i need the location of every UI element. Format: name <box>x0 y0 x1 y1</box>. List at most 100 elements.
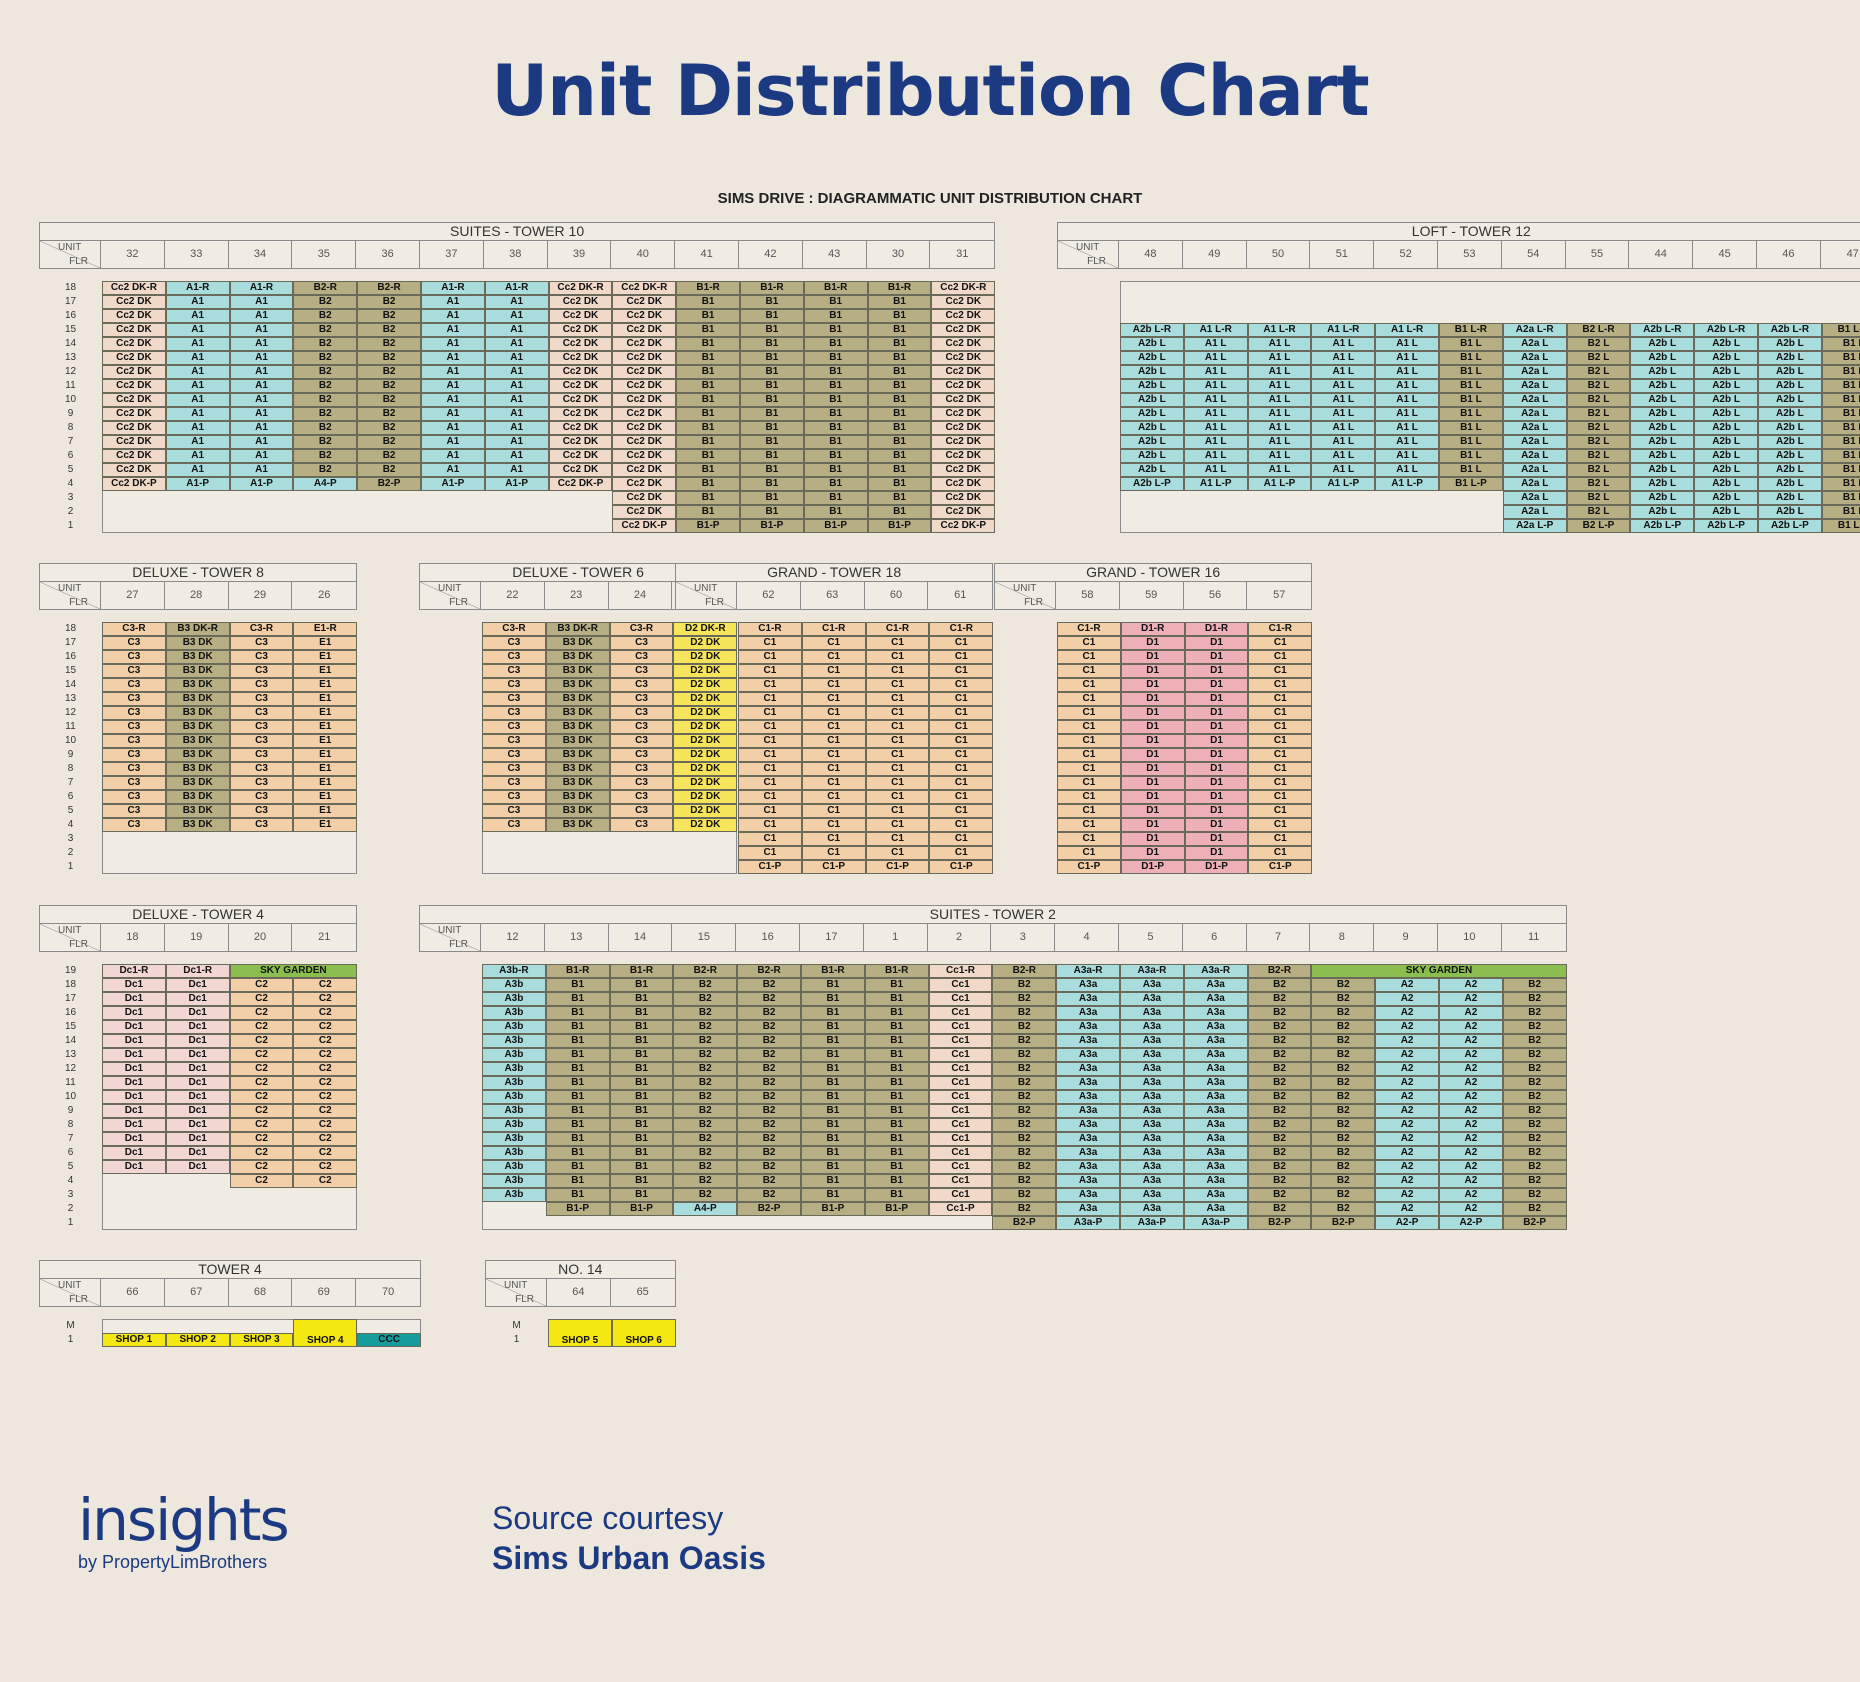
unit-cell: B1 <box>609 1146 674 1160</box>
floor-number: 10 <box>64 735 77 746</box>
unit-number: 58 <box>1056 582 1120 609</box>
unit-cell: A2b L-R <box>1694 323 1758 337</box>
tower-name: NO. 14 <box>485 1260 676 1278</box>
unit-cell: B2 <box>1502 1174 1567 1188</box>
unit-cell: C1 <box>865 692 930 706</box>
unit-cell: B1 <box>864 1020 929 1034</box>
unit-cell: D1 <box>1120 762 1185 776</box>
unit-cell: B2 <box>1502 1020 1567 1034</box>
unit-number: 55 <box>1566 241 1630 268</box>
unit-cell: A2b L <box>1630 393 1695 407</box>
unit-cell: C1 <box>1248 636 1313 650</box>
unit-cell: D1 <box>1184 650 1249 664</box>
unit-cell: B1 <box>609 992 674 1006</box>
unit-cell: Cc2 DK <box>548 379 613 393</box>
unit-cell: C1 <box>801 720 866 734</box>
floor-label: FLR <box>69 939 88 950</box>
unit-cell: C3 <box>609 818 674 832</box>
unit-cell: B1 <box>676 393 740 407</box>
unit-cell: C3 <box>102 776 166 790</box>
unit-cell: C3 <box>482 748 546 762</box>
unit-cell: C1-P <box>738 860 802 874</box>
unit-cell: Dc1 <box>165 1034 230 1048</box>
unit-cell: C1 <box>1057 664 1121 678</box>
unit-cell: B2 <box>737 1174 801 1188</box>
unit-cell: C3 <box>482 804 546 818</box>
unit-cell: A2b L <box>1630 477 1695 491</box>
unit-cell: A3a <box>1183 1202 1248 1216</box>
floor-number: 9 <box>67 1105 74 1116</box>
unit-cell: B3 DK <box>165 734 230 748</box>
unit-cell: B1 <box>864 1160 929 1174</box>
unit-cell: B2 <box>1247 1202 1312 1216</box>
unit-cell: A2a L-P <box>1502 519 1567 533</box>
unit-cell: A3a <box>1183 1048 1248 1062</box>
unit-cell: A1 L <box>1183 449 1248 463</box>
unit-cell: B3 DK <box>545 664 610 678</box>
unit-cell: Cc2 DK <box>548 309 613 323</box>
unit-cell: B2 <box>293 421 358 435</box>
unit-cell: C1 <box>738 790 802 804</box>
unit-cell: B2 <box>293 365 358 379</box>
unit-cell: A3a <box>1120 1202 1184 1216</box>
unit-number: 66 <box>101 1279 165 1306</box>
unit-cell: B1 L <box>1821 477 1860 491</box>
unit-cell: A1 L <box>1183 407 1248 421</box>
unit-cell: B2 <box>1502 1146 1567 1160</box>
unit-cell: D1 <box>1120 818 1185 832</box>
unit-cell: D1 <box>1184 664 1249 678</box>
unit-cell: A2 <box>1375 1188 1439 1202</box>
unit-cell: B1-R <box>740 281 804 295</box>
unit-cell: D2 DK <box>673 636 738 650</box>
unit-cell: B2 L <box>1566 435 1631 449</box>
unit-cell: C1 <box>865 776 930 790</box>
unit-cell: B1 <box>867 323 932 337</box>
floor-number: 7 <box>67 1133 74 1144</box>
unit-cell: B2 <box>992 978 1057 992</box>
unit-cell: B2 <box>737 1160 801 1174</box>
unit-cell: A1 L <box>1247 421 1312 435</box>
unit-cell: B2 <box>1247 1006 1312 1020</box>
unit-cell: Dc1 <box>165 1146 230 1160</box>
unit-cell: B1 <box>676 323 740 337</box>
unit-cell: B2 <box>673 1160 738 1174</box>
unit-cell: Cc1 <box>928 1034 993 1048</box>
unit-cell: B3 DK <box>545 762 610 776</box>
unit-cell: B1 <box>676 337 740 351</box>
unit-cell: A3a-R <box>1056 964 1120 978</box>
unit-cell: A3a <box>1183 1188 1248 1202</box>
unit-cell: A3a <box>1120 978 1184 992</box>
unit-cell: E1 <box>293 692 358 706</box>
unit-cell: A2b L <box>1120 449 1184 463</box>
tower-name: LOFT - TOWER 12 <box>1057 222 1860 240</box>
unit-cell: C1 <box>801 776 866 790</box>
floor-number: 14 <box>64 679 77 690</box>
unit-cell: B2 <box>357 337 421 351</box>
unit-cell: B1 <box>801 1104 865 1118</box>
unit-cell: Dc1 <box>102 978 166 992</box>
unit-cell: C1 <box>1057 706 1121 720</box>
unit-cell: B1-P <box>676 519 740 533</box>
unit-cell: A1 <box>165 449 230 463</box>
unit-cell: B1 <box>801 1034 865 1048</box>
unit-cell: A2 <box>1375 1090 1439 1104</box>
unit-number: 9 <box>1374 924 1438 951</box>
unit-cell: Dc1 <box>102 1020 166 1034</box>
unit-cell: B2 <box>1247 978 1312 992</box>
unit-cell: B1 L <box>1439 421 1503 435</box>
unit-cell: C1 <box>801 818 866 832</box>
unit-cell: B2 <box>293 379 358 393</box>
unit-cell: D1 <box>1120 790 1185 804</box>
unit-cell: C2 <box>229 1048 294 1062</box>
floor-number: 14 <box>64 338 77 349</box>
unit-cell: A3a <box>1120 1020 1184 1034</box>
unit-cell: D1 <box>1120 650 1185 664</box>
unit-cell: A3a-R <box>1183 964 1248 978</box>
unit-cell: E1 <box>293 636 358 650</box>
unit-cell: A1-R <box>421 281 485 295</box>
unit-cell: B1 L <box>1439 449 1503 463</box>
unit-cell: C2 <box>229 1174 294 1188</box>
unit-cell: A1 <box>165 337 230 351</box>
unit-cell: A2a L <box>1502 337 1567 351</box>
unit-cell: A2b L <box>1120 421 1184 435</box>
